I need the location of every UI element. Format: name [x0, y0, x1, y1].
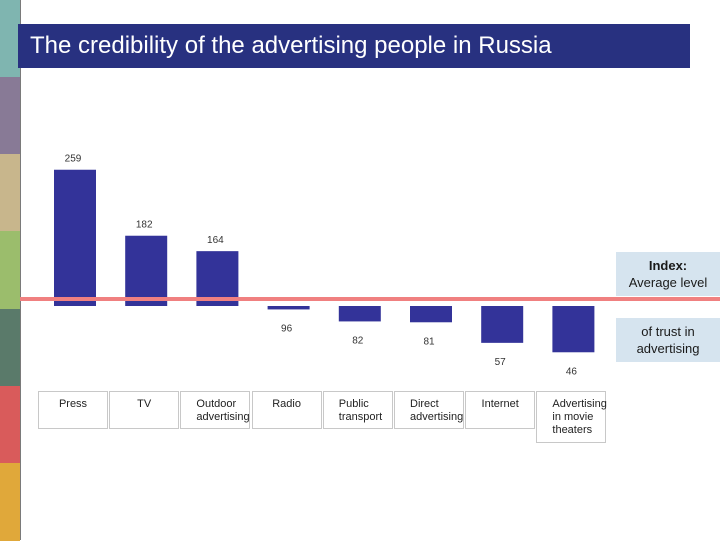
index-note-line-trust: of trust in — [641, 324, 695, 339]
bar-8 — [552, 306, 595, 353]
title-banner: The credibility of the advertising peopl… — [18, 24, 690, 68]
data-label-4: 96 — [281, 323, 293, 334]
strip-segment — [0, 154, 20, 233]
category-label-8: Advertising in movie theaters — [536, 391, 607, 443]
decorative-side-strip — [0, 0, 20, 541]
data-label-3: 164 — [207, 235, 224, 246]
category-label-line: theaters — [552, 424, 593, 436]
index-note-line-average: Average level — [628, 275, 708, 290]
strip-segment — [0, 231, 20, 310]
category-label-line: Direct — [410, 398, 439, 410]
bar-2 — [125, 235, 168, 306]
slide-title: The credibility of the advertising peopl… — [30, 32, 552, 59]
category-label-line: Advertising — [552, 398, 607, 410]
category-label-line: Internet — [481, 398, 519, 410]
category-label-line: transport — [338, 411, 383, 423]
strip-segment — [0, 308, 20, 387]
side-divider — [20, 0, 21, 540]
category-label-7: Internet — [465, 391, 536, 429]
strip-segment — [0, 462, 20, 541]
bar-5 — [338, 306, 381, 322]
index-note-line-advertising: advertising — [636, 341, 700, 356]
index-note-top: Index: Average level — [616, 252, 720, 296]
category-label-line: Outdoor — [196, 398, 237, 410]
category-label-5: Public transport — [322, 391, 393, 429]
category-label-line: Radio — [272, 398, 301, 410]
data-label-7: 57 — [495, 357, 507, 368]
bar-3 — [196, 251, 239, 306]
category-label-4: Radio — [251, 391, 322, 429]
category-label-line: Public — [338, 398, 369, 410]
bar-6 — [410, 306, 452, 323]
strip-segment — [0, 385, 20, 464]
data-label-5: 82 — [352, 335, 364, 346]
bar-4 — [267, 306, 310, 310]
category-label-6: Direct advertising — [394, 391, 464, 429]
data-label-2: 182 — [136, 220, 153, 231]
index-note-title: Index: — [648, 258, 688, 273]
category-label-line: advertising — [410, 411, 464, 423]
strip-segment — [0, 0, 20, 79]
index-note-bottom: of trust in advertising — [616, 318, 720, 362]
bar-7 — [481, 306, 524, 343]
category-label-1: Press — [38, 391, 108, 429]
category-label-line: in movie — [552, 411, 594, 423]
data-label-1: 259 — [65, 154, 82, 165]
category-label-3: Outdoor advertising — [180, 391, 251, 429]
data-label-8: 46 — [566, 366, 578, 377]
category-label-2: TV — [109, 391, 180, 429]
category-label-line: Press — [58, 398, 88, 410]
bar-1 — [54, 169, 96, 306]
strip-segment — [0, 77, 20, 156]
data-label-6: 81 — [423, 336, 435, 347]
category-label-line: TV — [137, 398, 152, 410]
category-label-line: advertising — [196, 411, 250, 423]
